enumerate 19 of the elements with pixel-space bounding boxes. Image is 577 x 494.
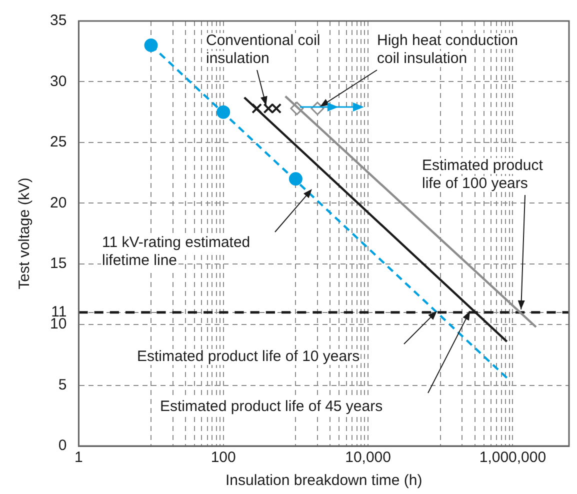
annotation: Estimated product life of 100 years bbox=[422, 157, 544, 192]
x-tick-label: 1,000,000 bbox=[479, 449, 546, 466]
annotation: High heat conduction coil insulation bbox=[377, 32, 518, 68]
x-tick-label: 10,000 bbox=[345, 449, 391, 466]
y-tick-label: 5 bbox=[58, 376, 67, 394]
y-axis-title: Test voltage (kV) bbox=[16, 178, 34, 290]
annotation: 11 kV-rating estimated lifetime line bbox=[102, 234, 250, 270]
y-tick-label: 35 bbox=[50, 12, 67, 30]
y-tick-label: 30 bbox=[50, 72, 67, 90]
y-tick-label: 25 bbox=[50, 134, 67, 151]
x-tick-label: 100 bbox=[210, 449, 236, 466]
y-tick-label: 20 bbox=[50, 194, 67, 212]
x-axis-title: Insulation breakdown time (h) bbox=[225, 472, 422, 490]
x-tick-label: 1 bbox=[74, 449, 83, 466]
annotation: Estimated product life of 10 years bbox=[137, 348, 360, 366]
y-tick-label: 15 bbox=[50, 255, 67, 272]
y-tick-label: 0 bbox=[58, 437, 67, 454]
annotation: Estimated product life of 45 years bbox=[160, 398, 383, 416]
annotation: Conventional coil insulation bbox=[206, 32, 320, 68]
